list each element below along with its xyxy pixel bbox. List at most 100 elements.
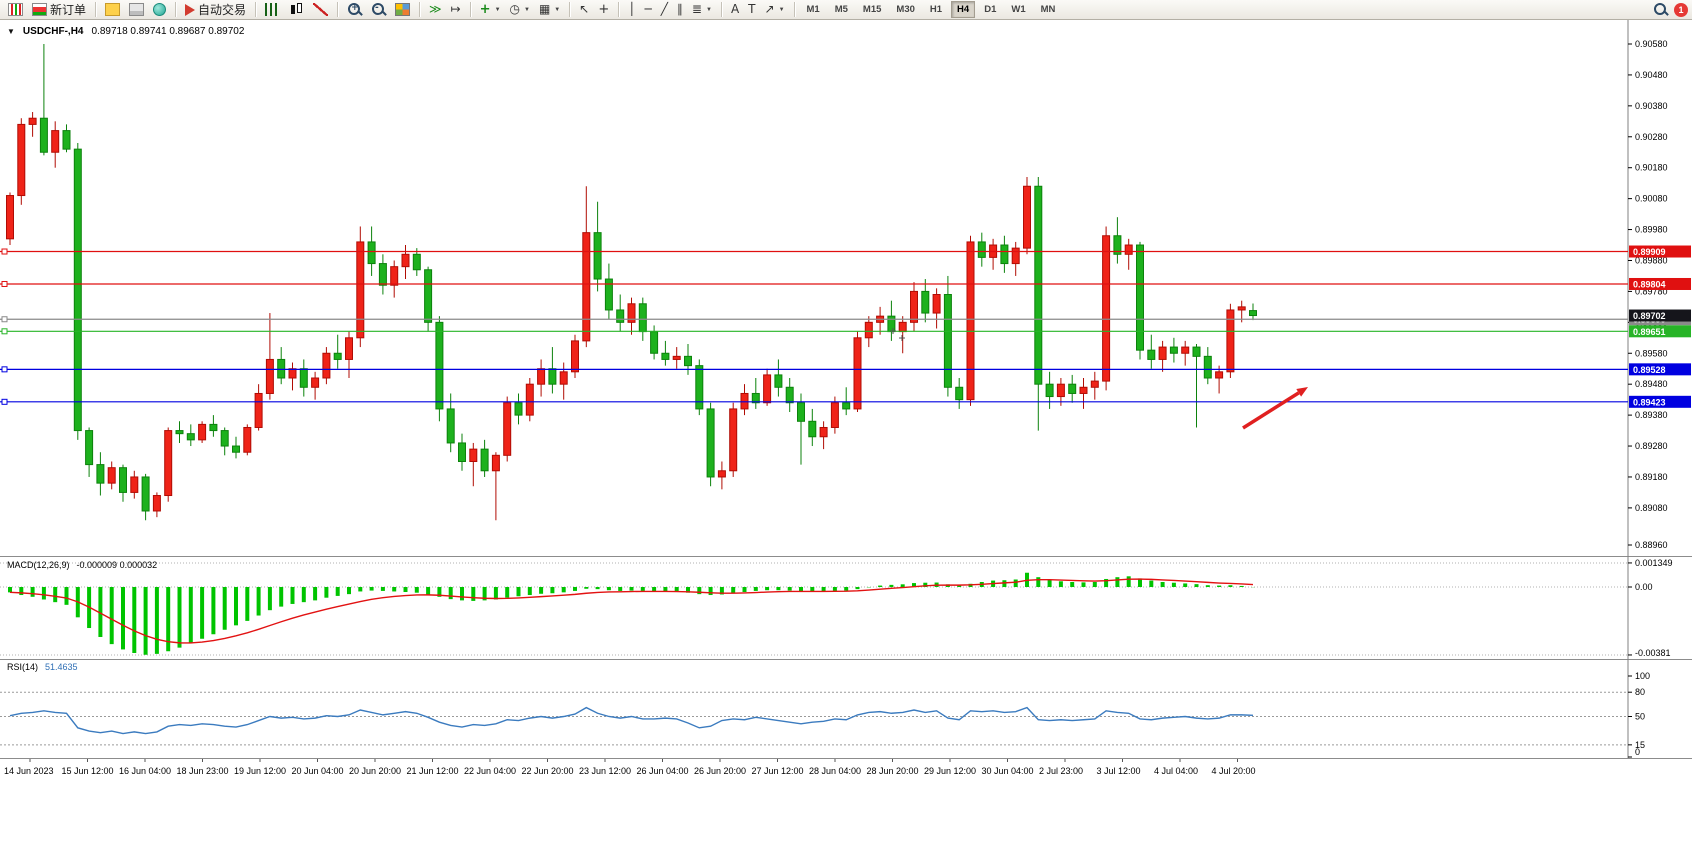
indicators-button[interactable]: + ▼ <box>476 0 505 21</box>
svg-text:0.89528: 0.89528 <box>1633 365 1666 375</box>
crosshair-button[interactable]: + <box>594 0 613 21</box>
svg-text:0.89909: 0.89909 <box>1633 247 1666 257</box>
rsi-panel[interactable]: 100 80 50 150 <box>0 659 1692 758</box>
toolbar-separator <box>95 2 97 17</box>
auto-scroll-button[interactable]: ≫ <box>425 0 446 21</box>
hline-0.89804[interactable]: 0.89804 <box>0 277 1691 290</box>
hline-0.89690[interactable]: 0.89690 <box>0 313 1691 326</box>
new-order-button[interactable]: 新订单 <box>28 0 90 21</box>
rsi-axis[interactable]: 100 80 50 150 <box>0 659 1650 758</box>
svg-text:0.89280: 0.89280 <box>1635 441 1668 451</box>
time-axis[interactable]: 14 Jun 2023 15 Jun 12:00 16 Jun 04:00 18 Ju… <box>0 758 1692 782</box>
tile-windows-icon <box>395 3 411 16</box>
new-chart-button[interactable] <box>4 0 27 21</box>
svg-text:18 Jun 23:00: 18 Jun 23:00 <box>177 766 229 776</box>
timeframe-mn-button[interactable]: MN <box>1040 4 1056 15</box>
svg-text:0.89651: 0.89651 <box>1633 327 1666 337</box>
price-axis[interactable]: 0.90580 0.90480 0.90380 0.90280 0.90180 0.900… <box>1627 20 1668 556</box>
profiles-button[interactable] <box>101 0 124 21</box>
trendline-icon: ╱ <box>660 2 668 16</box>
fibonacci-button[interactable]: ≣ ▼ <box>688 0 716 21</box>
bar-chart-button[interactable] <box>261 0 284 21</box>
timeframe-w1-button[interactable]: W1 <box>1011 4 1026 15</box>
svg-text:0.90080: 0.90080 <box>1635 194 1668 204</box>
svg-text:14 Jun 2023: 14 Jun 2023 <box>4 766 54 776</box>
zoom-out-button[interactable]: - <box>367 0 390 21</box>
zoom-in-button[interactable]: + <box>343 0 366 21</box>
svg-text:0.88960: 0.88960 <box>1635 540 1668 550</box>
svg-text:0.001349: 0.001349 <box>1635 558 1673 568</box>
macd-axis[interactable]: 0.001349 0.00 -0.00381 <box>0 556 1673 659</box>
hline-0.89651[interactable]: 0.89651 <box>0 325 1691 338</box>
arrows-button[interactable]: ↗ ▼ <box>761 0 789 21</box>
horizontal-line-icon: ─ <box>644 2 652 16</box>
svg-text:0.90480: 0.90480 <box>1635 70 1668 80</box>
svg-text:20 Jun 20:00: 20 Jun 20:00 <box>349 766 401 776</box>
notification-badge[interactable]: 1 <box>1674 2 1688 17</box>
svg-text:0.90180: 0.90180 <box>1635 163 1668 173</box>
chart-ohlc-values: 0.89718 0.89741 0.89687 0.89702 <box>91 26 245 37</box>
auto-trading-button[interactable]: 自动交易 <box>181 0 250 21</box>
arrows-icon: ↗ <box>764 2 775 16</box>
svg-text:21 Jun 12:00: 21 Jun 12:00 <box>407 766 459 776</box>
svg-text:4 Jul 20:00: 4 Jul 20:00 <box>1212 766 1256 776</box>
periods-dropdown-icon[interactable]: ▼ <box>524 6 530 13</box>
svg-text:3 Jul 12:00: 3 Jul 12:00 <box>1097 766 1141 776</box>
hline-0.89528[interactable]: 0.89528 <box>0 363 1691 376</box>
hline-0.89423[interactable]: 0.89423 <box>0 395 1691 408</box>
tile-windows-button[interactable] <box>391 0 414 21</box>
price-chart[interactable]: 0.90580 0.90480 0.90380 0.90280 0.90180 0.900… <box>0 20 1692 556</box>
timeframe-h4-button[interactable]: H4 <box>951 1 976 18</box>
svg-text:2 Jul 23:00: 2 Jul 23:00 <box>1039 766 1083 776</box>
fibonacci-dropdown-icon[interactable]: ▼ <box>705 6 712 13</box>
auto-trading-label: 自动交易 <box>198 3 247 17</box>
svg-text:20 Jun 04:00: 20 Jun 04:00 <box>292 766 344 776</box>
timeframe-m15-button[interactable]: M15 <box>862 4 882 15</box>
navigator-button[interactable] <box>149 0 170 21</box>
chart-menu-icon[interactable]: ▼ <box>7 27 15 36</box>
svg-text:-0.00381: -0.00381 <box>1635 648 1671 658</box>
cross-markers[interactable] <box>890 328 905 341</box>
main-toolbar: 新订单 自动交易 + - ≫ ↦ + ▼ ◷ ▼ ▦ ▼ ↖ + │ ─ ╱ ∥ ≣ ▼ A T ↗ ▼ M1 M5 M15 M30 H… <box>0 0 1692 20</box>
candlestick-ch-button[interactable] <box>285 0 308 21</box>
candles-layer[interactable] <box>6 44 1257 521</box>
toolbar-separator <box>720 2 722 17</box>
time-labels[interactable]: 14 Jun 2023 15 Jun 12:00 16 Jun 04:00 18 Ju… <box>4 759 1256 776</box>
timeframe-d1-button[interactable]: D1 <box>984 4 997 15</box>
macd-panel[interactable]: 0.001349 0.00 -0.00381 <box>0 556 1692 659</box>
arrows-dropdown-icon[interactable]: ▼ <box>778 6 785 13</box>
timeframe-h1-button[interactable]: H1 <box>929 4 943 15</box>
navigator-icon <box>153 3 167 16</box>
timeframe-m30-button[interactable]: M30 <box>896 4 915 15</box>
templates-dropdown-icon[interactable]: ▼ <box>554 6 561 13</box>
text-icon: A <box>730 2 740 16</box>
timeframe-m5-button[interactable]: M5 <box>834 4 848 15</box>
search-icon[interactable] <box>1653 3 1668 16</box>
templates-button[interactable]: ▦ ▼ <box>535 0 564 21</box>
trendline-button[interactable]: ╱ <box>657 0 672 21</box>
svg-text:0.89880: 0.89880 <box>1635 255 1668 265</box>
hline-0.89909[interactable]: 0.89909 <box>0 245 1691 258</box>
auto-trading-icon <box>185 3 196 16</box>
equidistant-channel-button[interactable]: ∥ <box>673 0 687 21</box>
text-label-button[interactable]: T <box>744 0 759 21</box>
indicators-dropdown-icon[interactable]: ▼ <box>494 6 501 13</box>
svg-text:0.89480: 0.89480 <box>1635 379 1668 389</box>
text-button[interactable]: A <box>727 0 743 21</box>
periods-button[interactable]: ◷ ▼ <box>506 0 534 21</box>
cursor-button[interactable]: ↖ <box>575 0 593 21</box>
vertical-line-button[interactable]: │ <box>624 0 639 21</box>
line-chart-button[interactable] <box>309 0 332 21</box>
print-icon <box>129 3 145 16</box>
macd-signal-line <box>9 578 1254 644</box>
svg-text:0.89080: 0.89080 <box>1635 503 1668 513</box>
toolbar-separator <box>419 2 421 17</box>
candlestick-ch-icon <box>289 3 304 16</box>
arrow-annotation[interactable] <box>1242 387 1308 430</box>
chart-shift-button[interactable]: ↦ <box>447 0 465 21</box>
timeframe-m1-button[interactable]: M1 <box>806 4 820 15</box>
print-button[interactable] <box>125 0 148 21</box>
horizontal-line-button[interactable]: ─ <box>640 0 655 21</box>
svg-text:0.90280: 0.90280 <box>1635 132 1668 142</box>
toolbar-separator <box>469 2 471 17</box>
